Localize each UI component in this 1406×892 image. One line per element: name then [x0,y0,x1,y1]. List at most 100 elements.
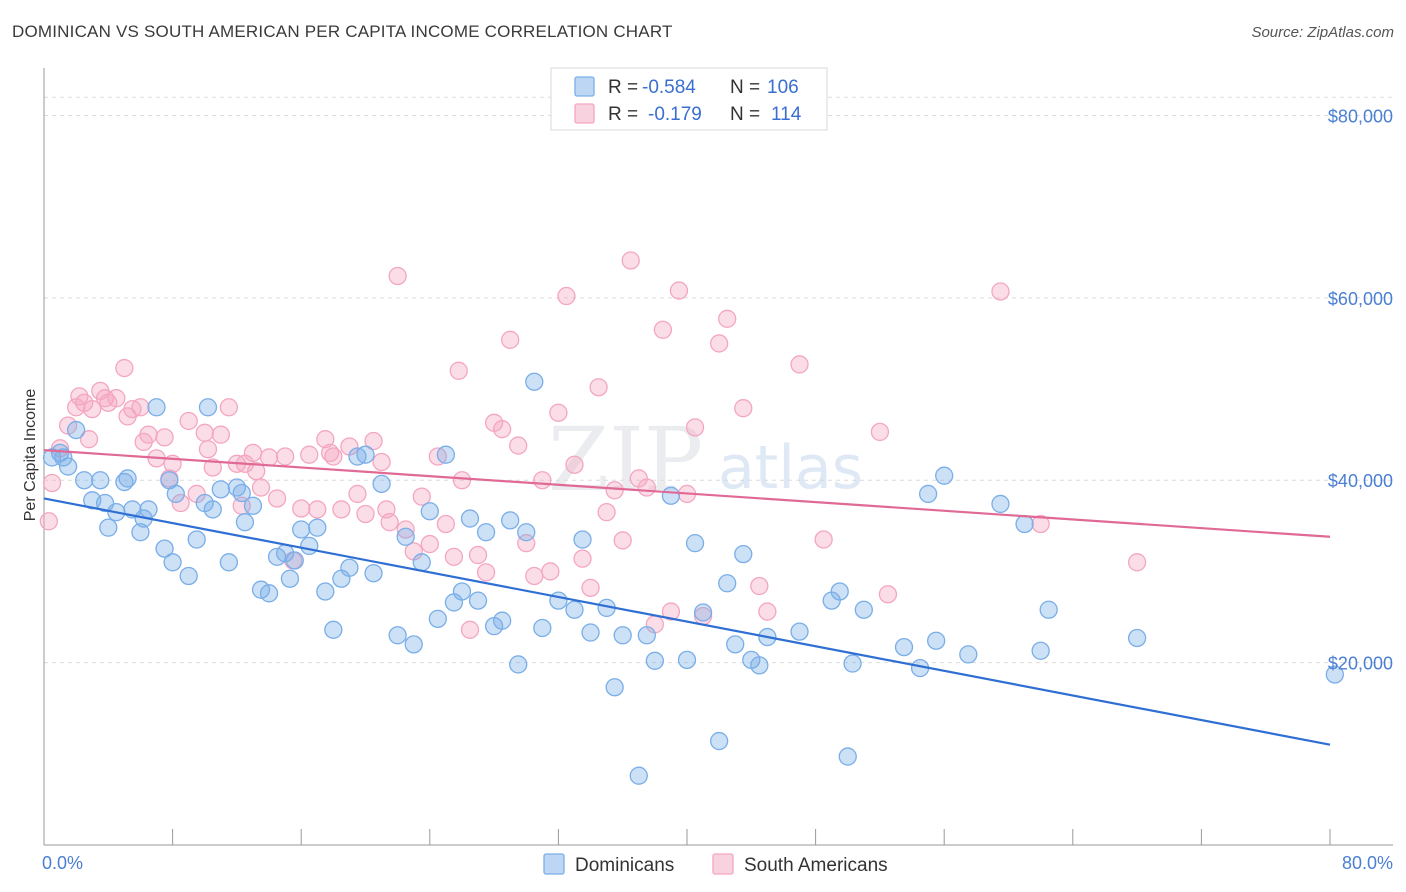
south-american-point [131,398,150,417]
south-american-point [251,478,271,497]
south-american-point [39,512,58,531]
dominican-point [1031,641,1050,660]
dominican-point [428,609,447,628]
dominican-point [235,513,255,532]
dominican-point [1039,600,1058,619]
south-american-point [589,378,608,397]
dominican-point [1015,514,1034,534]
south-american-point [613,531,632,550]
dominican-point [549,591,568,610]
dominican-point [259,584,279,603]
south-american-point [653,320,673,339]
dominican-point [838,747,857,766]
south-american-point [412,487,431,506]
dominican-point [163,553,182,572]
south-american-point [533,471,552,490]
dominican-point [685,534,705,553]
dominican-point [918,484,938,504]
dominican-point [830,582,849,601]
dominican-point [645,651,664,670]
south-american-point [115,358,134,378]
dominican-point [388,626,407,645]
dominican-point [525,372,544,391]
dominican-point [927,631,946,650]
source-label: Source: ZipAtlas.com [1251,24,1394,41]
south-american-point [107,389,126,408]
dominican-point [203,500,222,519]
south-american-point [669,281,689,300]
legend-swatch-south-americans [574,103,595,124]
dominican-point [356,445,375,464]
south-american-point [565,455,584,474]
south-american-point [79,430,99,449]
dominican-point [211,480,230,499]
dominican-point [412,553,431,572]
dominican-point [677,650,697,670]
south-american-point [525,566,544,586]
dominican-point [1127,628,1147,648]
south-american-point [195,423,214,442]
south-american-point [870,422,890,442]
dominican-point [396,527,415,546]
dominican-point [629,766,648,785]
south-american-point [685,418,705,437]
dominican-point [1325,665,1344,684]
south-american-point [581,578,600,597]
south-american-point [790,355,809,374]
dominican-point [843,654,862,673]
dominican-point [300,536,319,556]
south-american-point [259,448,279,467]
south-american-point [878,585,898,604]
south-american-point [814,530,833,549]
dominican-point [118,469,137,488]
legend-n-label-south-americans: N = [730,104,760,125]
legend-r-value-south-americans: -0.179 [648,104,702,125]
y-tick-labels: $20,000 $40,000 $60,000 $80,000 [1328,106,1393,673]
south-american-point [219,398,239,417]
dominican-point [501,511,520,530]
dominican-point [718,574,737,593]
legend-r-label-south-americans: R = [608,104,638,125]
south-american-point [348,484,367,504]
dominican-point [131,523,150,542]
dominican-point [573,530,592,549]
south-american-point [1031,514,1050,534]
legend-swatch-dominicans [574,76,595,97]
dominican-point [693,603,713,622]
south-american-point [710,334,729,353]
south-american-point [449,361,468,380]
dominican-point [991,494,1010,514]
south-american-point [211,425,230,444]
dominican-point [935,466,954,485]
dominican-point [187,530,206,549]
south-american-point [139,425,158,444]
south-american-point [243,443,263,463]
south-american-point [758,602,777,621]
dominican-point [179,566,198,586]
south-american-point [300,445,319,464]
south-american-point [492,420,512,439]
south-american-point [247,461,266,481]
grid-lines [44,96,1393,664]
watermark-atlas: atlas [718,433,863,503]
trend-lines [43,449,1331,746]
dominican-point [280,569,300,588]
dominican-point [308,518,327,537]
y-tick-label: $40,000 [1328,471,1393,491]
x-tick-label-right: 80.0% [1342,853,1393,873]
south-american-point [198,440,218,459]
y-tick-label: $60,000 [1328,289,1393,309]
south-american-point [621,251,640,270]
dominican-point [790,622,809,641]
dominican-point [750,656,769,675]
dominican-point [894,637,914,657]
dominican-point [292,520,311,539]
dominican-point [316,582,335,601]
south-american-point [332,500,351,519]
dominican-point [854,600,873,619]
dominican-point [734,544,753,564]
south-american-point [661,602,681,621]
dominican-point [166,484,185,504]
dominican-point [232,483,251,503]
